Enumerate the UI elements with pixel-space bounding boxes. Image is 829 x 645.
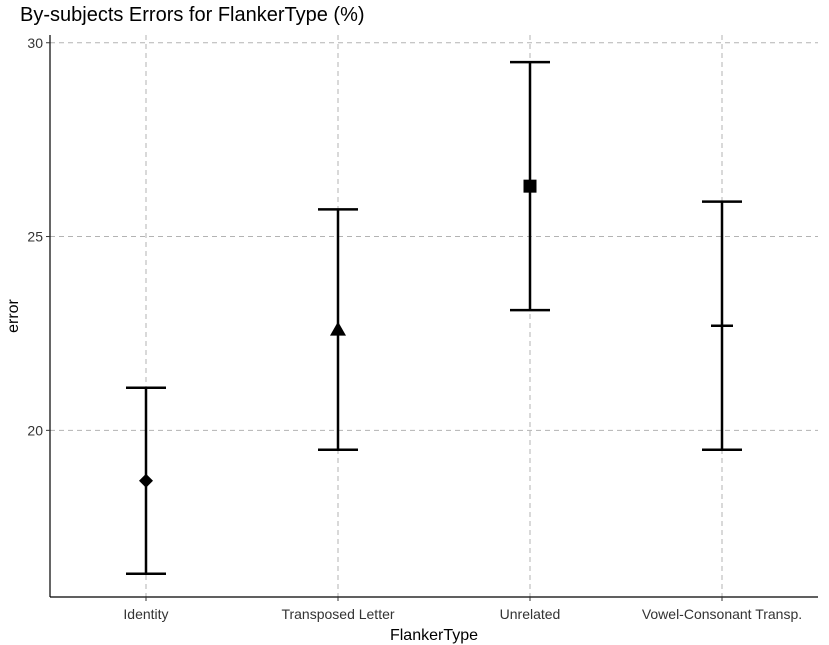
x-tick-label-2: Unrelated: [500, 606, 561, 622]
y-tick-label-0: 20: [27, 422, 43, 438]
data-point-0: [139, 473, 153, 488]
axis-layer: [49, 35, 818, 598]
data-point-2: [523, 179, 537, 193]
x-axis-title: FlankerType: [390, 627, 478, 644]
y-axis-title: error: [5, 298, 22, 332]
x-tick-label-3: Vowel-Consonant Transp.: [642, 606, 802, 622]
chart-title: By-subjects Errors for FlankerType (%): [20, 4, 365, 26]
x-tick-label-1: Transposed Letter: [281, 606, 394, 622]
x-tick-label-0: Identity: [123, 606, 168, 622]
y-tick-label-1: 25: [27, 229, 43, 245]
data-point-1: [330, 321, 346, 336]
marks-layer: [126, 60, 742, 575]
grid-layer: [50, 35, 818, 597]
ticks-layer: 20 25 30 Identity Transposed Letter Unrelated…: [27, 35, 802, 622]
y-tick-label-2: 30: [27, 35, 43, 51]
